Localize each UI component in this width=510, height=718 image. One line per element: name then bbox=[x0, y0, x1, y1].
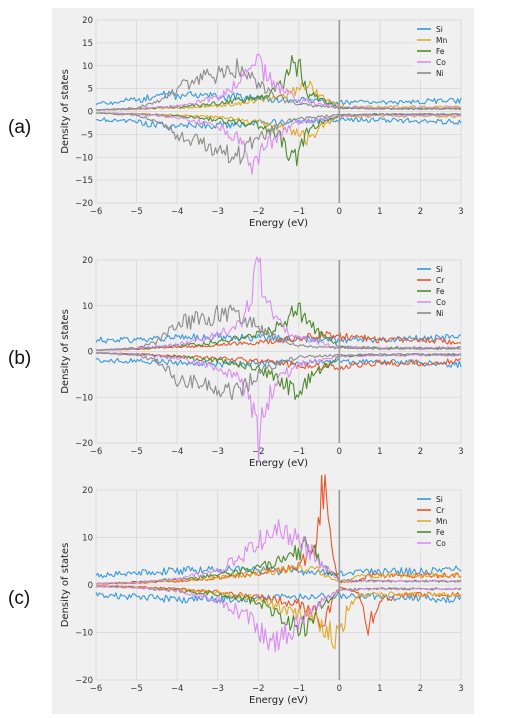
x-tick-label: −2 bbox=[252, 684, 265, 694]
panel-a: (a) −6 −5 −4 −3 −2 −1 0 1 2 3−20−15−10−505101520E… bbox=[8, 16, 464, 229]
series-line-ni-up bbox=[95, 304, 462, 351]
y-tick-label: −5 bbox=[80, 130, 93, 140]
x-tick-label: 1 bbox=[377, 207, 382, 217]
y-tick-label: 10 bbox=[82, 62, 93, 72]
y-tick-label: −20 bbox=[75, 439, 93, 449]
legend-entry: Mn bbox=[436, 517, 447, 526]
x-tick-label: −3 bbox=[211, 684, 224, 694]
y-tick-label: −20 bbox=[75, 676, 93, 686]
legend-entry: Fe bbox=[436, 528, 445, 537]
x-tick-label: −4 bbox=[171, 447, 184, 457]
legend-entry: Fe bbox=[436, 47, 445, 56]
y-axis-label: Density of states bbox=[60, 69, 71, 154]
x-tick-label: 2 bbox=[418, 447, 423, 457]
panel-label: (b) bbox=[8, 348, 31, 369]
y-tick-label: 20 bbox=[82, 256, 93, 266]
series-line-si-up bbox=[95, 332, 462, 344]
series-curves bbox=[95, 53, 462, 175]
x-tick-label: 2 bbox=[418, 207, 423, 217]
y-tick-label: 15 bbox=[82, 39, 93, 49]
x-tick-label: −1 bbox=[293, 684, 306, 694]
y-tick-label: −15 bbox=[75, 176, 93, 186]
x-tick-label: 0 bbox=[337, 207, 342, 217]
y-tick-label: −10 bbox=[75, 153, 93, 163]
y-tick-label: 10 bbox=[82, 534, 93, 544]
legend-entry: Si bbox=[436, 25, 443, 34]
series-line-co-up bbox=[95, 518, 462, 585]
legend: Si Mn Fe Co Ni bbox=[414, 22, 460, 81]
x-tick-label: 3 bbox=[458, 684, 463, 694]
x-axis-label: Energy (eV) bbox=[249, 218, 308, 229]
series-line-ni-down bbox=[95, 112, 462, 165]
legend-entry: Ni bbox=[436, 69, 444, 78]
legend-entry: Ni bbox=[436, 309, 444, 318]
legend-entry: Co bbox=[436, 298, 446, 307]
x-tick-label: −6 bbox=[90, 207, 103, 217]
y-tick-label: −10 bbox=[75, 393, 93, 403]
legend-entry: Co bbox=[436, 58, 446, 67]
legend: Si Cr Fe Co Ni bbox=[414, 262, 460, 321]
x-tick-label: −1 bbox=[293, 207, 306, 217]
x-tick-label: 3 bbox=[458, 447, 463, 457]
series-line-ni-up bbox=[95, 58, 462, 111]
x-axis-label: Energy (eV) bbox=[249, 695, 308, 706]
legend-entry: Cr bbox=[436, 506, 445, 515]
x-axis-label: Energy (eV) bbox=[249, 458, 308, 469]
y-tick-label: 10 bbox=[82, 302, 93, 312]
series-line-co-down bbox=[95, 585, 462, 653]
x-tick-label: −4 bbox=[171, 684, 184, 694]
x-tick-label: −5 bbox=[130, 447, 143, 457]
y-axis-label: Density of states bbox=[60, 543, 71, 628]
x-tick-label: −4 bbox=[171, 207, 184, 217]
legend-entry: Mn bbox=[436, 36, 447, 45]
legend-entry: Co bbox=[436, 539, 446, 548]
x-tick-label: 1 bbox=[377, 447, 382, 457]
y-tick-label: 0 bbox=[88, 581, 93, 591]
panel-label: (a) bbox=[8, 117, 31, 138]
series-line-co-up bbox=[95, 256, 462, 351]
series-line-si-up bbox=[95, 90, 462, 106]
y-tick-label: 5 bbox=[88, 85, 93, 95]
y-tick-label: −20 bbox=[75, 199, 93, 209]
y-tick-label: 20 bbox=[82, 16, 93, 26]
x-tick-label: −2 bbox=[252, 207, 265, 217]
x-tick-label: 1 bbox=[377, 684, 382, 694]
x-tick-label: −6 bbox=[90, 447, 103, 457]
legend-entry: Si bbox=[436, 265, 443, 274]
legend-entry: Fe bbox=[436, 287, 445, 296]
series-line-co-down bbox=[95, 112, 462, 175]
x-tick-label: −3 bbox=[211, 447, 224, 457]
y-tick-label: 0 bbox=[88, 108, 93, 118]
x-tick-label: −5 bbox=[130, 684, 143, 694]
x-tick-label: −1 bbox=[293, 447, 306, 457]
y-tick-label: −10 bbox=[75, 629, 93, 639]
x-tick-label: −5 bbox=[130, 207, 143, 217]
series-line-co-down bbox=[96, 352, 462, 463]
legend-entry: Si bbox=[436, 495, 443, 504]
legend: Si Cr Mn Fe Co bbox=[414, 492, 460, 551]
legend-entry: Cr bbox=[436, 276, 445, 285]
x-tick-label: 0 bbox=[337, 447, 342, 457]
panel-label: (c) bbox=[8, 588, 30, 609]
series-line-ni-down bbox=[95, 352, 462, 401]
series-line-si-up bbox=[95, 565, 462, 579]
y-tick-label: 20 bbox=[82, 486, 93, 496]
x-tick-label: 3 bbox=[458, 207, 463, 217]
y-tick-label: 0 bbox=[88, 348, 93, 358]
x-tick-label: −3 bbox=[211, 207, 224, 217]
y-axis-label: Density of states bbox=[60, 309, 71, 394]
series-line-si-down bbox=[95, 591, 462, 604]
series-curves bbox=[95, 474, 462, 653]
series-line-cr-down bbox=[95, 352, 461, 371]
x-tick-label: 0 bbox=[337, 684, 342, 694]
series-curves bbox=[95, 256, 462, 463]
x-tick-label: 2 bbox=[418, 684, 423, 694]
x-tick-label: −6 bbox=[90, 684, 103, 694]
